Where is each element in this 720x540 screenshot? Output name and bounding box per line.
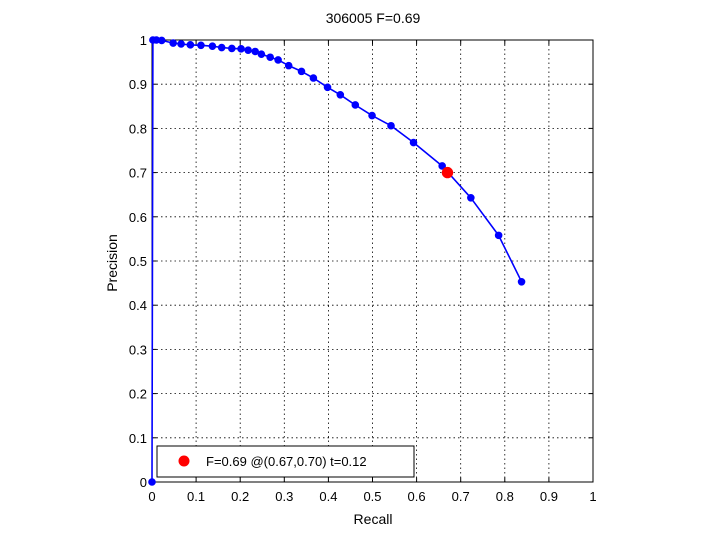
pr-curve-point [228, 44, 236, 53]
pr-curve-point [323, 83, 332, 92]
highlight-layer [441, 166, 454, 179]
x-tick-label: 0.3 [275, 489, 293, 504]
grid [152, 40, 593, 482]
pr-curve-point [251, 47, 259, 56]
pr-curve-point [517, 277, 526, 286]
pr-curve-point [494, 231, 503, 240]
ticks: 0 0.1 0.2 0.3 0.4 0.5 0.6 0.7 0.8 0.9 1 0 0.1 0.2 0.3 0… [129, 33, 597, 504]
pr-curve-point [244, 46, 252, 54]
pr-curve-point [148, 478, 156, 486]
y-tick-label: 0.5 [129, 254, 147, 269]
pr-curve-point [438, 162, 446, 170]
y-tick-label: 1 [140, 33, 147, 48]
pr-curve-point [169, 39, 177, 47]
pr-curve-point [368, 111, 376, 120]
y-tick-label: 0 [140, 475, 147, 490]
pr-curve-point [217, 43, 226, 52]
x-tick-label: 0.4 [319, 489, 337, 504]
chart-title: 306005 F=0.69 [326, 10, 421, 26]
pr-curve-point [186, 41, 195, 49]
pr-curve-point [467, 193, 475, 202]
y-tick-label: 0.7 [129, 166, 147, 181]
pr-curve-point [157, 36, 166, 45]
legend-box [156, 445, 415, 478]
pr-curve-point [409, 138, 418, 147]
y-tick-label: 0.3 [129, 342, 147, 357]
y-tick-label: 0.9 [129, 77, 147, 92]
pr-curve-point [177, 40, 185, 48]
series-layer [148, 36, 526, 486]
x-tick-label: 0.5 [363, 489, 381, 504]
legend: F=0.69 @(0.67,0.70) t=0.12 [156, 445, 415, 478]
x-tick-label: 0.8 [496, 489, 514, 504]
y-tick-label: 0.4 [129, 298, 147, 313]
x-tick-label: 0.1 [187, 489, 205, 504]
pr-curve-point [197, 41, 205, 50]
pr-curve-point [387, 121, 395, 130]
y-tick-label: 0.2 [129, 387, 147, 402]
pr-curve-point [237, 45, 245, 53]
legend-marker [178, 455, 190, 467]
pr-curve-point [284, 61, 293, 70]
x-tick-label: 0.2 [231, 489, 249, 504]
x-tick-label: 0.6 [408, 489, 426, 504]
pr-curve-point [208, 42, 217, 50]
pr-curve-point [274, 56, 282, 64]
x-tick-label: 0.9 [540, 489, 558, 504]
y-tick-label: 0.6 [129, 210, 147, 225]
pr-curve-point [257, 50, 266, 58]
x-axis-title: Recall [354, 511, 393, 527]
pr-curve-point [336, 91, 345, 99]
y-tick-label: 0.8 [129, 121, 147, 136]
pr-curve-point [351, 101, 360, 109]
pr-curve-point [297, 67, 306, 76]
x-tick-label: 1 [589, 489, 596, 504]
x-tick-label: 0.7 [452, 489, 470, 504]
legend-label: F=0.69 @(0.67,0.70) t=0.12 [206, 454, 367, 469]
pr-curve-point [266, 53, 274, 62]
y-tick-label: 0.1 [129, 431, 147, 446]
pr-curve-point [309, 74, 318, 82]
x-tick-label: 0 [148, 489, 155, 504]
best-f-point [441, 166, 454, 179]
y-axis-title: Precision [104, 234, 120, 292]
